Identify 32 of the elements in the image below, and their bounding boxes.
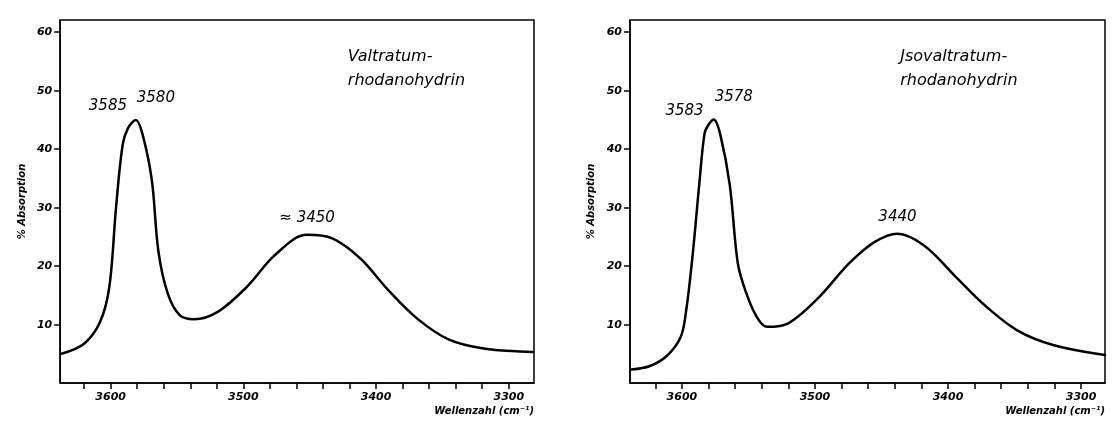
text: Jsovaltratum- rhodanohydrin: [897, 45, 1018, 89]
annotation: 3580: [136, 87, 175, 106]
x-tick-label: 3500: [228, 390, 259, 403]
y-tick-label: 60: [606, 25, 623, 39]
y-axis-title: % Absorption: [15, 163, 27, 240]
y-tick-label: 50: [606, 83, 623, 97]
x-tick-label: 3500: [799, 390, 831, 403]
y-tick-label: 30: [606, 200, 623, 214]
x-tick-label: 3600: [95, 390, 127, 403]
y-tick-label: 30: [36, 200, 53, 214]
x-tick-label: 3400: [932, 390, 964, 403]
y-axis-title: % Absorption: [585, 163, 597, 240]
x-axis-title: Wellenzahl (cm⁻¹): [1005, 404, 1105, 416]
x-axis-title: Wellenzahl (cm⁻¹): [434, 404, 534, 416]
x-tick-label: 3300: [493, 390, 525, 403]
annotation: 3578: [714, 87, 753, 106]
annotation: 3583: [665, 101, 704, 120]
y-tick-label: 50: [36, 83, 53, 97]
annotation: 3440: [878, 207, 917, 226]
y-tick-label: 40: [605, 142, 623, 156]
y-tick-label: 10: [36, 317, 53, 331]
y-tick-label: 10: [606, 317, 623, 331]
y-tick-label: 60: [36, 25, 53, 39]
y-tick-label: 40: [35, 142, 53, 156]
annotation: ≈ 3450: [279, 208, 335, 227]
annotation: 3585: [88, 95, 127, 114]
x-tick-label: 3400: [360, 390, 392, 403]
x-tick-label: 3300: [1065, 390, 1097, 403]
text: Valtratum- rhodanohydrin: [347, 45, 466, 89]
y-tick-label: 20: [606, 259, 623, 273]
x-tick-label: 3600: [666, 390, 698, 403]
y-tick-label: 20: [36, 259, 53, 273]
